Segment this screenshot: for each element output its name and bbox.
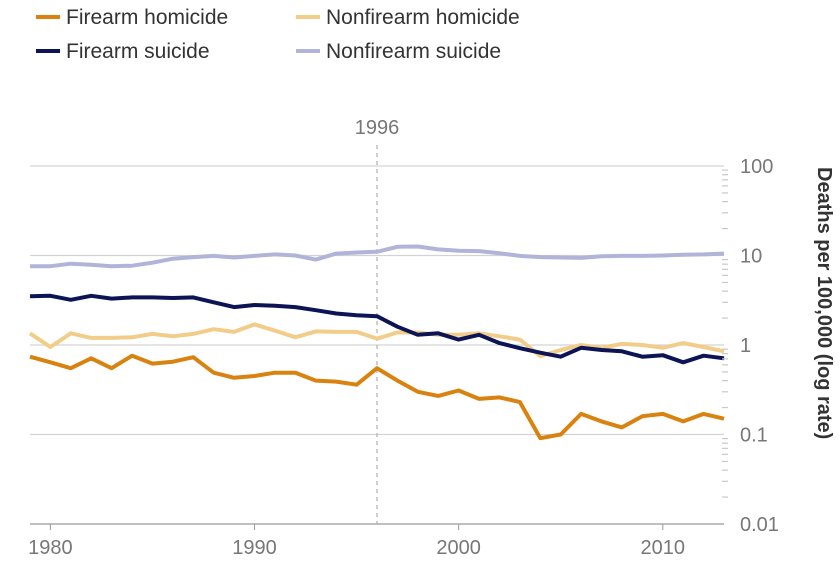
- y-axis-title: Deaths per 100,000 (log rate): [813, 167, 835, 439]
- x-axis: 1980 1990 2000 2010: [28, 524, 685, 559]
- x-tick-label: 1990: [232, 537, 277, 559]
- series-line-nonfirearm-suicide: [30, 244, 725, 269]
- series-line-firearm-suicide: [29, 293, 725, 365]
- series-layer: [28, 244, 725, 441]
- series-line-nonfirearm-homicide: [28, 322, 725, 359]
- y-tick-label: 100: [740, 156, 773, 178]
- x-tick-label: 2010: [641, 537, 686, 559]
- legend-label-nonfirearm-homicide: Nonfirearm homicide: [326, 6, 520, 29]
- legend-label-nonfirearm-suicide: Nonfirearm suicide: [326, 40, 501, 63]
- legend-label-firearm-homicide: Firearm homicide: [66, 6, 228, 29]
- x-tick-label: 1980: [28, 537, 73, 559]
- y-tick-label: 0.1: [740, 425, 768, 447]
- legend: Firearm homicide Nonfirearm homicide Firea…: [36, 6, 520, 63]
- series-line-firearm-homicide: [29, 353, 725, 441]
- y-axis: 100 10 1 0.1 0.01: [722, 156, 779, 536]
- x-tick-label: 2000: [436, 537, 481, 559]
- y-tick-label: 0.01: [740, 514, 779, 536]
- legend-label-firearm-suicide: Firearm suicide: [66, 40, 210, 63]
- annotation-label-1996: 1996: [355, 117, 400, 139]
- y-tick-label: 1: [740, 335, 751, 357]
- annotation: 1996: [355, 117, 400, 524]
- y-tick-label: 10: [740, 246, 762, 268]
